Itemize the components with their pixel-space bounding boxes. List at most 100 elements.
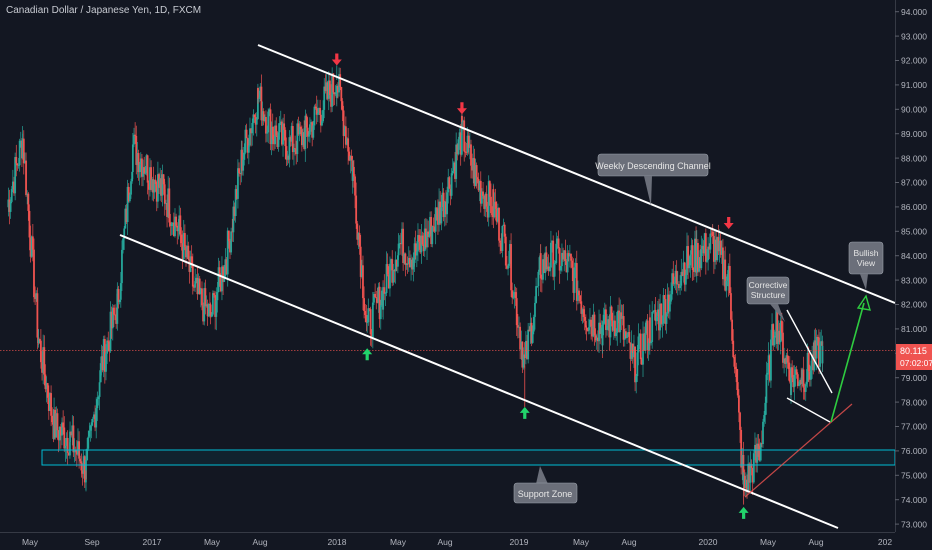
candle-body: [384, 293, 387, 294]
time-tick-label: Aug: [437, 537, 452, 547]
candle-body: [83, 456, 86, 483]
candle-body: [22, 138, 25, 164]
candle-body: [51, 415, 54, 423]
candle-body: [585, 327, 588, 331]
candle-body: [434, 207, 437, 232]
candle-body: [281, 121, 283, 145]
bullish-view-callout[interactable]: Bullish View: [848, 241, 884, 290]
candle-body: [448, 177, 451, 189]
candle-body: [31, 236, 34, 250]
price-tick-label: 92.000: [901, 56, 927, 66]
candle-body: [733, 357, 736, 367]
channel-lower-line[interactable]: [119, 234, 839, 529]
candle-body: [548, 267, 551, 271]
weekly-channel-callout[interactable]: Weekly Descending Channel: [595, 153, 711, 206]
candle-body: [252, 114, 255, 123]
candle-body: [663, 295, 666, 300]
candle-body: [616, 311, 619, 333]
candle-body: [65, 437, 68, 446]
buy-arrow-marker: [362, 348, 373, 361]
candle-body: [625, 331, 627, 339]
candle-body: [171, 222, 174, 225]
candle-body: [226, 230, 229, 275]
candle-body: [818, 337, 820, 367]
candle-body: [512, 297, 515, 299]
candle-body: [290, 126, 293, 142]
candle-body: [672, 273, 675, 285]
candle-body: [266, 132, 268, 134]
candle-body: [724, 259, 727, 291]
candle-body: [690, 245, 693, 255]
candle-body: [221, 266, 223, 292]
candle-body: [580, 301, 583, 314]
candle-body: [437, 208, 439, 225]
candle-body: [660, 303, 663, 325]
candle-body: [247, 145, 250, 153]
candle-body: [262, 111, 265, 121]
candle-body: [590, 319, 592, 327]
support-zone-callout[interactable]: Support Zone: [513, 466, 578, 504]
price-tick-label: 83.000: [901, 275, 927, 285]
candle-body: [711, 232, 714, 236]
candle-body: [170, 224, 173, 226]
candle-body: [472, 158, 475, 171]
channel-upper-line[interactable]: [257, 44, 896, 304]
candle-body: [612, 320, 615, 331]
price-tick-label: 90.000: [901, 105, 927, 115]
candle-body: [344, 126, 347, 145]
candle-body: [706, 260, 708, 262]
candle-body: [714, 239, 716, 262]
candle-body: [202, 305, 205, 322]
bar-countdown: 07:02:07: [900, 358, 932, 368]
candle-body: [594, 335, 597, 341]
candle-body: [163, 189, 166, 204]
candle-body: [522, 354, 525, 368]
time-axis[interactable]: May Sep 2017 May Aug 2018 May Aug 2019 May Aug 2020…: [0, 532, 895, 548]
candle-body: [445, 203, 447, 215]
candle-body: [404, 253, 407, 266]
candle-body: [503, 224, 506, 237]
candle-body: [595, 337, 598, 341]
candle-body: [341, 101, 344, 111]
candle-body: [242, 159, 245, 171]
candle-body: [260, 86, 263, 121]
candle-body: [606, 325, 608, 330]
candle-body: [313, 106, 316, 126]
price-axis[interactable]: 94.000 93.000 92.000 91.000 90.000 89.000 88.0…: [895, 0, 932, 532]
candle-body: [302, 132, 304, 146]
candle-body: [459, 132, 462, 155]
candle-body: [534, 302, 536, 317]
candle-body: [330, 94, 332, 107]
support-zone-rect[interactable]: [41, 449, 896, 466]
candle-body: [268, 109, 271, 112]
candle-body: [727, 265, 730, 287]
candle-body: [734, 366, 737, 369]
candle-body: [751, 467, 754, 483]
candle-body: [225, 259, 228, 264]
price-tick-label: 88.000: [901, 153, 927, 163]
candle-body: [391, 259, 394, 283]
candle-body: [109, 311, 112, 352]
rising-trendline[interactable]: [744, 403, 853, 498]
candle-body: [466, 135, 469, 153]
candle-body: [274, 125, 277, 145]
candle-body: [167, 188, 170, 217]
corrective-structure-callout[interactable]: Corrective Structure: [746, 276, 790, 322]
price-tick-label: 86.000: [901, 202, 927, 212]
candle-body: [352, 166, 355, 177]
candle-body: [291, 126, 294, 153]
candle-body: [780, 320, 783, 333]
corrective-lower-line[interactable]: [786, 397, 831, 423]
bullish-projection-line[interactable]: [830, 302, 865, 423]
candle-body: [33, 249, 35, 298]
candle-body: [205, 304, 208, 307]
price-tick-label: 78.000: [901, 397, 927, 407]
candle-body: [574, 263, 577, 268]
candle-body: [609, 306, 612, 338]
candle-body: [647, 342, 650, 351]
candle-body: [815, 336, 818, 359]
candle-body: [338, 74, 340, 93]
corrective-upper-line[interactable]: [786, 309, 833, 394]
candle-body: [235, 189, 238, 199]
